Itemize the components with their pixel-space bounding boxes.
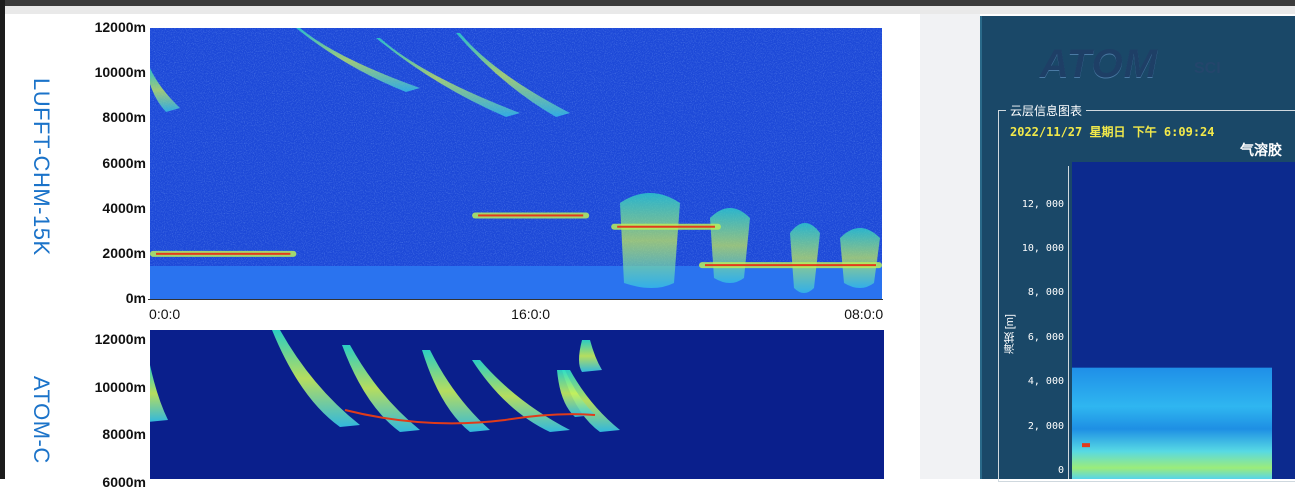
timestamp: 2022/11/27 星期日 下午 6:09:24 xyxy=(1010,125,1215,139)
lufft-y-tick: 0m xyxy=(125,290,146,306)
atom-cloud xyxy=(557,370,595,417)
aerosol-layer xyxy=(1072,367,1272,479)
aerosol-hotspot xyxy=(1082,443,1090,448)
lufft-y-tick: 8000m xyxy=(102,109,146,126)
lufft-cirrus xyxy=(150,68,180,112)
lufft-heatmap-svg xyxy=(150,28,882,299)
lufft-convective-cloud xyxy=(710,208,750,283)
atom-software-panel: ATOM SCI 云层信息图表 2022/11/27 星期日 下午 6:09:2… xyxy=(980,16,1295,482)
lufft-x-axis-line xyxy=(148,299,883,300)
lufft-cloud-base xyxy=(705,264,876,267)
lufft-x-tick: 16:0:0 xyxy=(511,306,551,322)
atom-cloud-core xyxy=(344,409,596,425)
atom-cloud xyxy=(422,350,490,432)
window-inner-strip xyxy=(5,6,1295,14)
aerosol-y-tick: 4, 000 xyxy=(1027,376,1064,388)
aerosol-data-gap xyxy=(1274,367,1280,479)
lufft-cloud-base xyxy=(156,252,291,255)
lufft-cloud-base xyxy=(478,214,584,217)
aerosol-heatmap xyxy=(1072,162,1295,479)
lufft-y-tick: 10000m xyxy=(94,64,146,81)
atom-y-tick: 12000m xyxy=(94,331,146,347)
lufft-chart-title: LUFFT-CHM-15K xyxy=(29,78,54,256)
aerosol-chart-title: 气溶胶 xyxy=(1240,142,1282,158)
lufft-convective-cloud xyxy=(620,193,680,288)
aerosol-y-tick: 12, 000 xyxy=(1021,198,1064,210)
lufft-y-tick: 6000m xyxy=(102,154,146,171)
atom-y-tick: 6000m xyxy=(102,473,146,490)
lufft-y-tick: 4000m xyxy=(102,199,146,216)
atom-heatmap-svg xyxy=(150,330,884,479)
lufft-noise xyxy=(150,28,882,299)
aerosol-y-axis-line xyxy=(1068,166,1069,479)
atom-cloud xyxy=(342,345,420,432)
aerosol-y-tick: 6, 000 xyxy=(1027,331,1064,343)
atom-cloud xyxy=(272,330,360,427)
lufft-x-tick: 0:0:0 xyxy=(149,306,181,322)
aerosol-heatmap-svg xyxy=(1072,162,1295,479)
lufft-x-tick: 08:0:0 xyxy=(844,306,884,322)
atom-y-tick: 8000m xyxy=(102,426,146,442)
lufft-boundary-layer xyxy=(150,266,882,299)
aerosol-y-tick: 10, 000 xyxy=(1021,243,1064,254)
atom-logo-suffix: SCI xyxy=(1194,60,1221,77)
atom-y-tick: 10000m xyxy=(94,378,146,395)
lufft-convective-cloud xyxy=(840,228,880,288)
atom-cloud xyxy=(579,340,602,372)
aerosol-y-tick: 0 xyxy=(1057,465,1064,476)
aerosol-y-tick: 8, 000 xyxy=(1027,287,1064,299)
atom-heatmap xyxy=(150,330,884,479)
lufft-cirrus xyxy=(376,38,520,117)
lufft-heatmap xyxy=(150,28,882,299)
lufft-convective-cloud xyxy=(790,223,820,293)
lufft-y-tick: 2000m xyxy=(102,244,146,261)
window-frame-left xyxy=(0,0,5,479)
aerosol-y-tick: 2, 000 xyxy=(1027,420,1064,432)
window-frame-top xyxy=(0,0,1295,6)
lufft-cirrus xyxy=(456,33,570,117)
panel-gap xyxy=(920,14,980,479)
lufft-cirrus xyxy=(296,28,420,92)
atom-chart-title: ATOM-C xyxy=(29,376,54,464)
cloud-info-title: 云层信息图表 xyxy=(1006,102,1087,119)
atom-logo: ATOM xyxy=(1040,42,1159,86)
atom-cloud xyxy=(150,365,168,422)
lufft-cloud-base xyxy=(617,225,715,228)
atom-cloud xyxy=(472,360,570,432)
atom-cloud xyxy=(562,370,620,432)
lufft-y-tick: 12000m xyxy=(94,19,146,35)
